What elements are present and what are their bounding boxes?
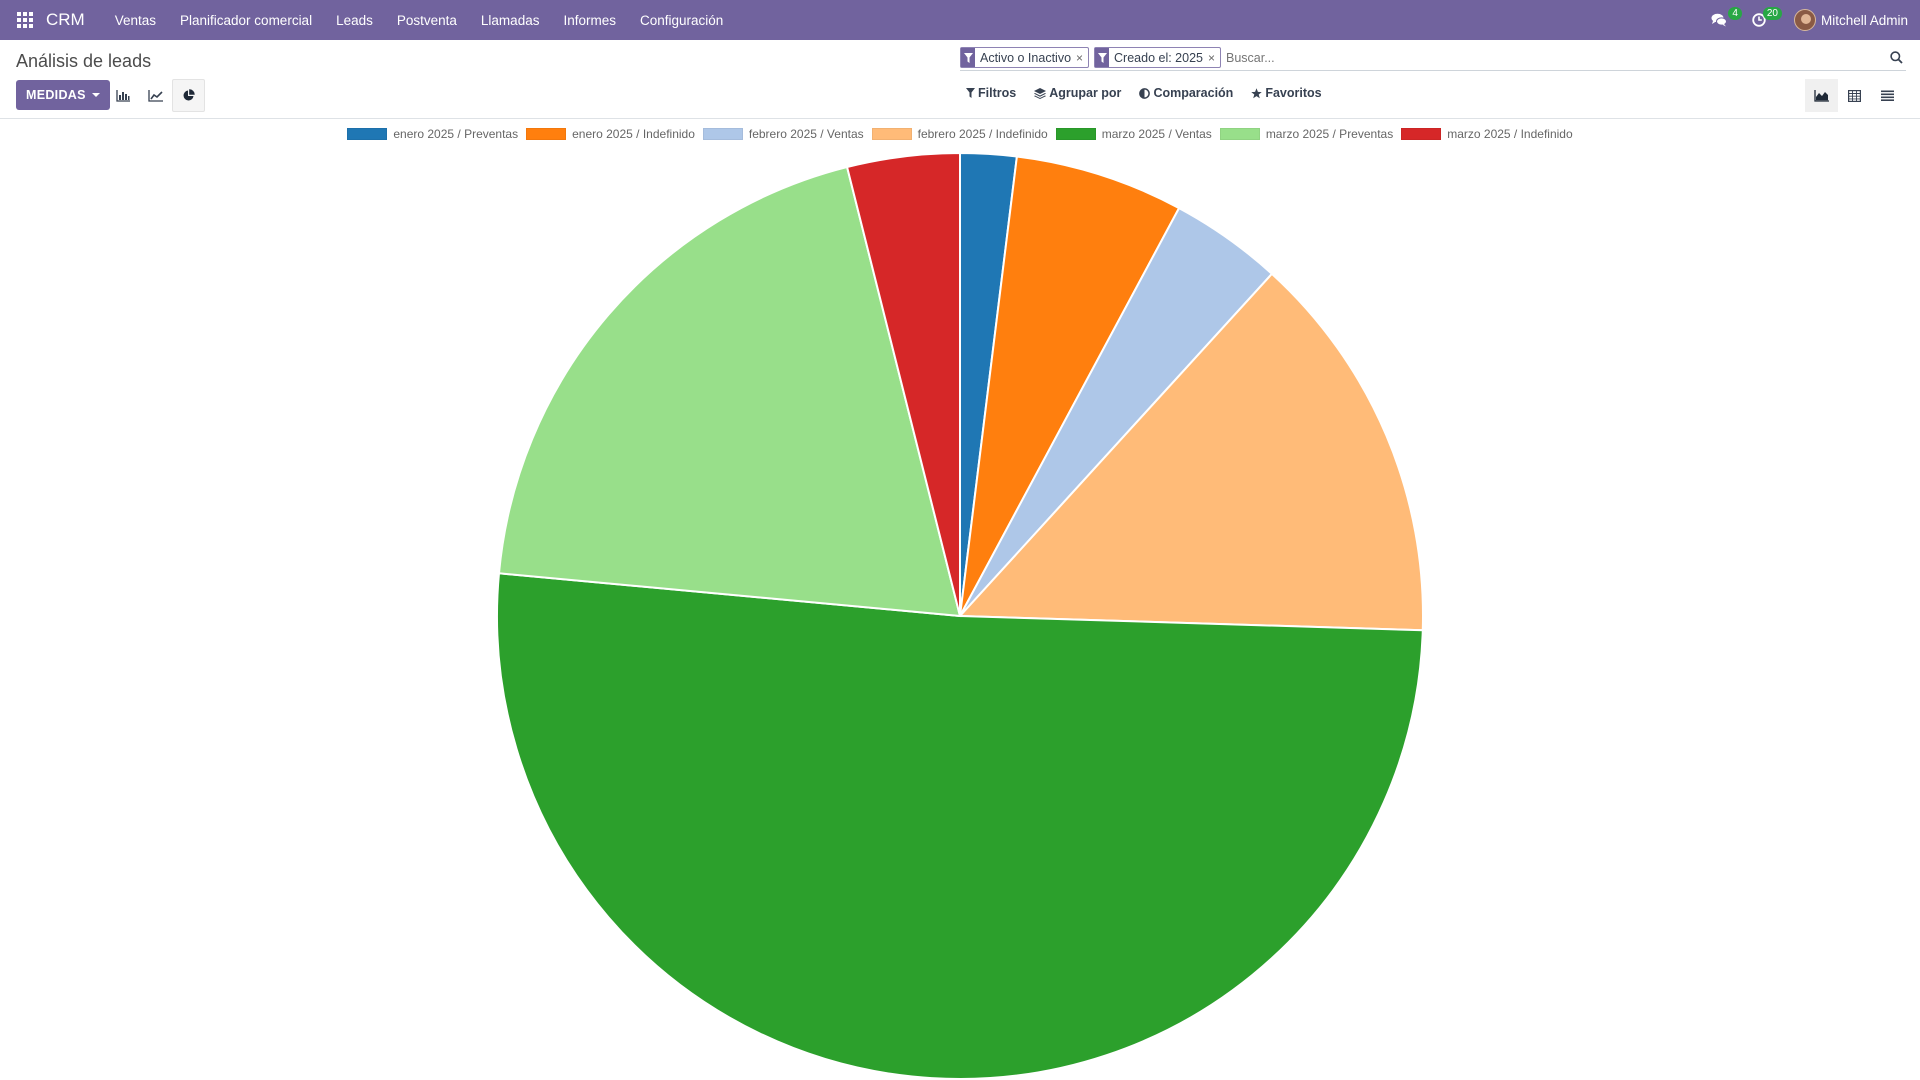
comments-icon [1711, 13, 1727, 27]
legend-swatch [871, 128, 912, 140]
filter-icon [966, 88, 975, 98]
legend-item[interactable]: marzo 2025 / Ventas [1055, 127, 1212, 141]
legend-label: febrero 2025 / Ventas [748, 127, 864, 141]
page-title: Análisis de leads [16, 51, 152, 71]
area-chart-icon [1814, 89, 1829, 102]
menu-item-ventas[interactable]: Ventas [114, 12, 157, 28]
legend-label: marzo 2025 / Preventas [1265, 127, 1394, 141]
search-icon[interactable] [1886, 48, 1906, 68]
remove-facet-icon[interactable]: × [1207, 50, 1215, 65]
filters-button[interactable]: Filtros [966, 86, 1016, 100]
activities-button[interactable]: 20 [1746, 7, 1782, 33]
pie-slice[interactable] [496, 572, 1424, 1080]
menu-item-configuracion[interactable]: Configuración [640, 12, 724, 28]
comparison-button[interactable]: Comparación [1139, 86, 1233, 100]
pie-slice[interactable] [957, 272, 1424, 632]
list-view-button[interactable] [1871, 79, 1904, 112]
pie-chart[interactable] [0, 120, 1920, 1080]
menu-item-informes[interactable]: Informes [563, 12, 616, 28]
graph-view: enero 2025 / Preventas enero 2025 / Indef… [0, 120, 1920, 1080]
menu-item-postventa[interactable]: Postventa [396, 12, 457, 28]
chart-legend: enero 2025 / Preventas enero 2025 / Indef… [0, 127, 1920, 141]
measures-label: MEDIDAS [26, 88, 86, 102]
filters-label: Filtros [978, 86, 1017, 100]
legend-item[interactable]: enero 2025 / Preventas [347, 127, 518, 141]
apps-grid-icon[interactable] [16, 11, 34, 29]
search-facet-created: Creado el: 2025 × [1094, 47, 1221, 68]
legend-label: marzo 2025 / Indefinido [1447, 127, 1573, 141]
legend-swatch [526, 128, 567, 140]
measures-button[interactable]: MEDIDAS [16, 80, 110, 110]
chart-type-switcher [106, 79, 205, 112]
pie-slice[interactable] [845, 151, 961, 617]
line-chart-button[interactable] [139, 79, 172, 112]
facet-label: Creado el: 2025 [1114, 50, 1203, 65]
layers-icon [1034, 87, 1047, 99]
clock-icon [1752, 13, 1766, 27]
user-name: Mitchell Admin [1820, 12, 1908, 28]
pie-slice[interactable] [959, 155, 1181, 617]
comparison-label: Comparación [1153, 86, 1234, 100]
bar-chart-icon [115, 89, 130, 102]
search-panel-buttons: Filtros Agrupar por Comparación Favorito… [966, 86, 1340, 100]
bar-chart-button[interactable] [106, 79, 139, 112]
legend-label: enero 2025 / Indefinido [572, 127, 695, 141]
legend-item[interactable]: febrero 2025 / Indefinido [871, 127, 1048, 141]
messages-button[interactable]: 4 [1706, 7, 1742, 33]
group-by-button[interactable]: Agrupar por [1034, 86, 1121, 100]
filter-icon [1095, 48, 1110, 67]
legend-item[interactable]: febrero 2025 / Ventas [702, 127, 864, 141]
legend-swatch [1401, 128, 1442, 140]
table-icon [1848, 89, 1861, 102]
group-by-label: Agrupar por [1049, 86, 1122, 100]
graph-view-button[interactable] [1805, 79, 1838, 112]
messages-count-badge: 4 [1728, 7, 1742, 20]
facet-label: Activo o Inactivo [980, 50, 1072, 65]
legend-swatch [702, 128, 743, 140]
search-input[interactable] [1226, 47, 1886, 68]
activities-count-badge: 20 [1762, 7, 1782, 20]
pivot-view-button[interactable] [1838, 79, 1871, 112]
filter-icon [961, 48, 975, 67]
favorites-label: Favoritos [1265, 86, 1322, 100]
legend-item[interactable]: marzo 2025 / Indefinido [1401, 127, 1573, 141]
legend-swatch [1055, 128, 1096, 140]
legend-swatch [1219, 128, 1260, 140]
main-menu: Ventas Planificador comercial Leads Post… [103, 13, 736, 28]
pie-slice[interactable] [497, 165, 962, 618]
legend-label: enero 2025 / Preventas [393, 127, 519, 141]
list-icon [1881, 90, 1894, 101]
legend-swatch [347, 128, 388, 140]
app-brand[interactable]: CRM [46, 10, 85, 29]
adjust-icon [1139, 87, 1151, 99]
remove-facet-icon[interactable]: × [1076, 50, 1084, 65]
control-panel: Análisis de leads MEDIDAS [0, 40, 1920, 119]
search-bar: Activo o Inactivo × Creado el: 2025 × [960, 45, 1906, 71]
avatar [1793, 9, 1816, 31]
legend-item[interactable]: enero 2025 / Indefinido [526, 127, 695, 141]
favorites-button[interactable]: Favoritos [1251, 86, 1322, 100]
menu-item-planificador-comercial[interactable]: Planificador comercial [180, 12, 313, 28]
legend-item[interactable]: marzo 2025 / Preventas [1219, 127, 1394, 141]
menu-item-llamadas[interactable]: Llamadas [480, 12, 540, 28]
line-chart-icon [148, 89, 163, 102]
view-switcher [1805, 79, 1904, 112]
search-facet-active: Activo o Inactivo × [960, 47, 1090, 68]
pie-chart-button[interactable] [172, 79, 205, 112]
menu-item-leads[interactable]: Leads [336, 12, 373, 28]
legend-label: febrero 2025 / Indefinido [917, 127, 1048, 141]
star-icon [1251, 87, 1263, 98]
top-navbar: CRM Ventas Planificador comercial Leads … [0, 0, 1920, 40]
pie-chart-icon [183, 89, 195, 101]
legend-label: marzo 2025 / Ventas [1101, 127, 1212, 141]
user-menu[interactable]: Mitchell Admin [1793, 9, 1908, 31]
caret-down-icon [91, 93, 100, 97]
navbar-systray: 4 20 Mitchell Admin [1706, 7, 1908, 33]
